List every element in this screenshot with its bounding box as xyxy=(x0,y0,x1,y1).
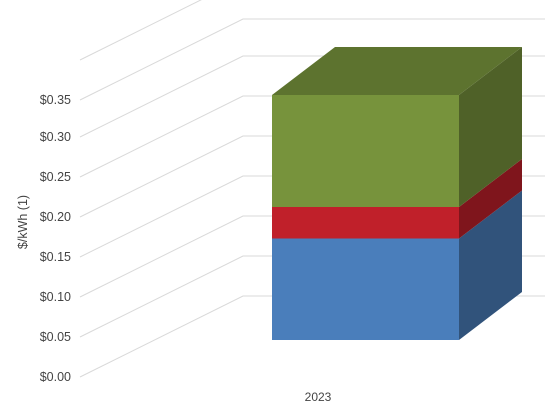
y-axis-tick-labels: $0.00 $0.05 $0.10 $0.15 $0.20 $0.25 $0.30 $0.35 xyxy=(40,93,71,384)
y-tick-label: $0.05 xyxy=(40,330,71,344)
bar-segment-side xyxy=(459,190,522,340)
bar-segment-front xyxy=(272,207,459,239)
bar-segment-top xyxy=(272,47,522,95)
bar-segment-side xyxy=(459,159,522,239)
y-tick-label: $0.25 xyxy=(40,170,71,184)
bar-segments xyxy=(272,47,522,340)
y-tick-label: $0.00 xyxy=(40,370,71,384)
y-tick-label: $0.20 xyxy=(40,210,71,224)
gridline xyxy=(79,0,202,61)
gridlines xyxy=(79,0,545,378)
bar-segment-side xyxy=(459,47,522,207)
bar-segment-front xyxy=(272,238,459,340)
y-tick-label: $0.30 xyxy=(40,130,71,144)
bar-segment-front xyxy=(272,95,459,207)
y-tick-label: $0.10 xyxy=(40,290,71,304)
y-axis-title: $/kWh (1) xyxy=(16,195,30,249)
x-category-label: 2023 xyxy=(305,390,332,404)
y-tick-label: $0.15 xyxy=(40,250,71,264)
gridline xyxy=(79,18,545,101)
y-tick-label: $0.35 xyxy=(40,93,71,107)
